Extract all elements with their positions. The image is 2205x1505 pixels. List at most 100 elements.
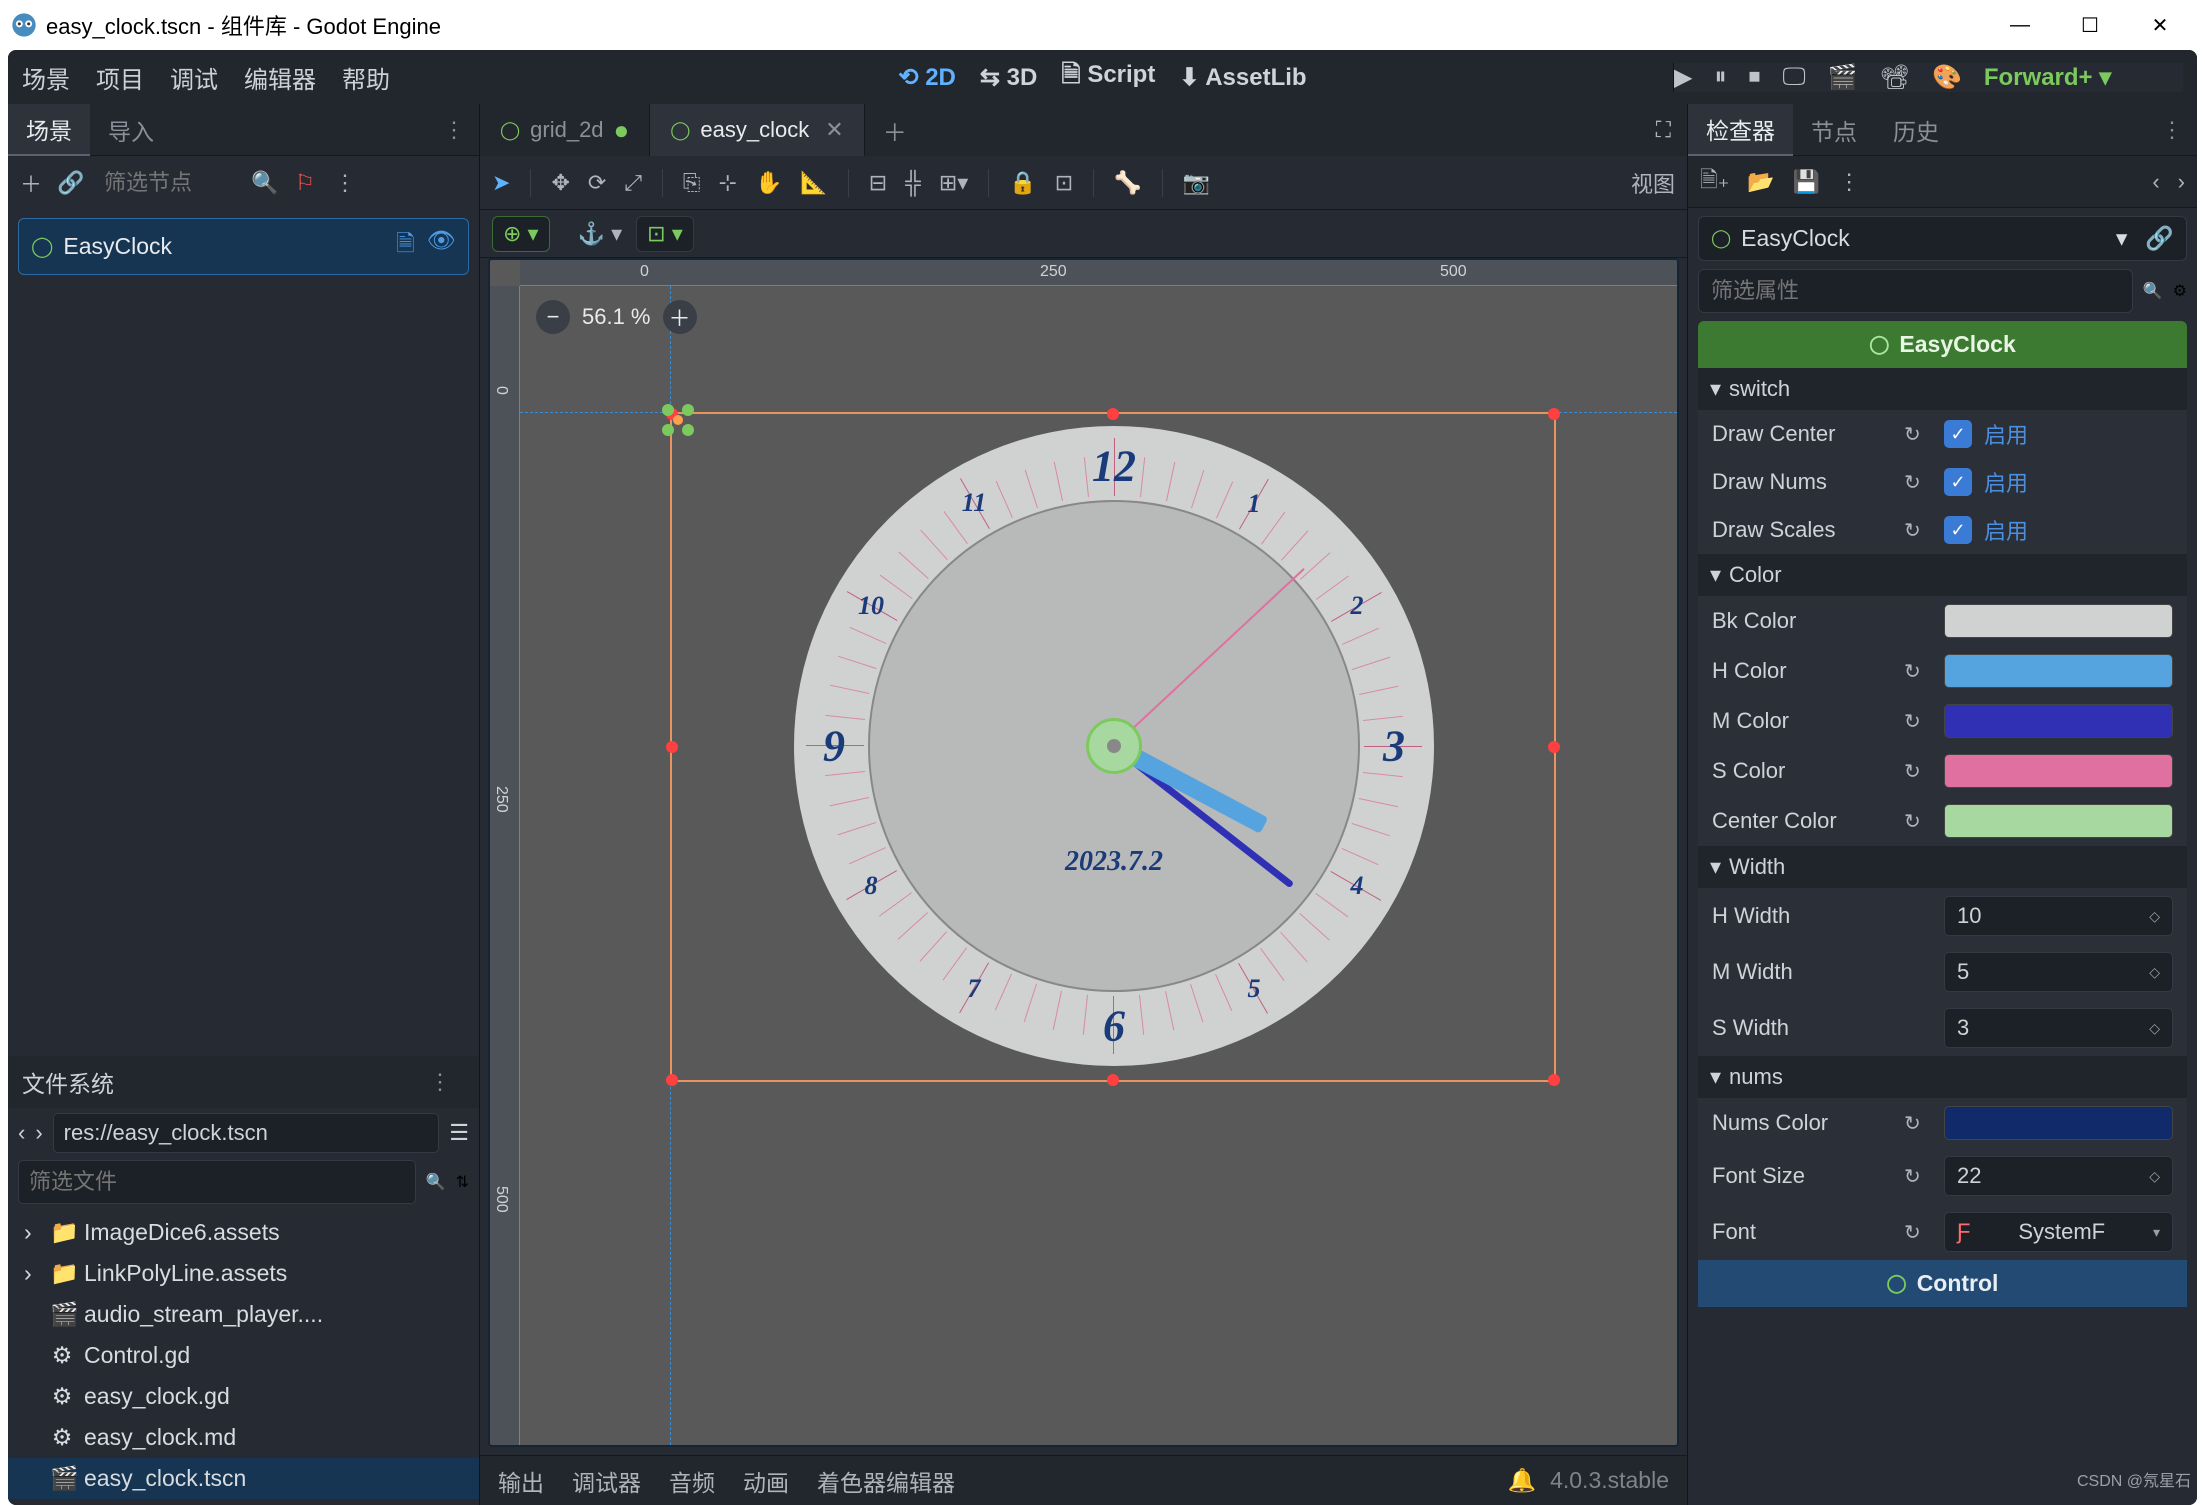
menu-debug[interactable]: 调试 (170, 60, 218, 95)
add-node-button[interactable]: ＋ (18, 170, 44, 196)
draw-nums-checkbox[interactable]: ✓ (1944, 468, 1972, 496)
filesystem-filter-input[interactable] (18, 1160, 416, 1204)
pivot-tool-icon[interactable]: ⊹ (719, 170, 737, 196)
debugger-panel-button[interactable]: 调试器 (572, 1464, 641, 1498)
snap-options-icon[interactable]: ⊟ (869, 170, 887, 196)
workspace-3d-button[interactable]: ⇆ 3D (980, 63, 1037, 92)
expand-viewport-button[interactable]: ⛶ (1640, 117, 1687, 143)
movie-icon[interactable]: 🎬 (1828, 63, 1858, 92)
scale-tool-icon[interactable]: ⤢ (624, 170, 642, 196)
fs-item[interactable]: 🎬audio_stream_player.... (8, 1294, 479, 1335)
reset-icon[interactable]: ↻ (1904, 709, 1932, 734)
inspector-menu-icon[interactable]: ⋮ (1838, 169, 1860, 195)
fs-item[interactable]: ⚙easy_clock.md (8, 1417, 479, 1458)
history-forward-icon[interactable]: › (2178, 169, 2185, 195)
visibility-icon[interactable]: 👁 (427, 227, 456, 266)
nums-color-swatch[interactable] (1944, 1106, 2173, 1140)
draw-scales-checkbox[interactable]: ✓ (1944, 516, 1972, 544)
zoom-level-label[interactable]: 56.1 % (582, 304, 651, 330)
view-menu[interactable]: 视图 (1631, 167, 1675, 199)
add-control-dropdown[interactable]: ⊕ ▾ (492, 216, 550, 252)
audio-panel-button[interactable]: 音频 (669, 1464, 715, 1498)
clapper-icon[interactable]: 📽 (1880, 63, 1910, 92)
menu-scene[interactable]: 场景 (22, 60, 70, 95)
new-resource-icon[interactable]: 🗎₊ (1700, 163, 1729, 201)
ruler-tool-icon[interactable]: 📐 (800, 170, 827, 196)
m-width-input[interactable]: 5◇ (1944, 952, 2173, 992)
notification-bell-icon[interactable]: 🔔 (1507, 1467, 1536, 1493)
reset-icon[interactable]: ↻ (1904, 1111, 1932, 1136)
history-back-icon[interactable]: ‹ (2152, 169, 2159, 195)
output-panel-button[interactable]: 输出 (498, 1464, 544, 1498)
font-dropdown[interactable]: Ƒ SystemF▾ (1944, 1212, 2173, 1252)
grid-snap-icon[interactable]: ╬ (905, 170, 921, 196)
resource-path-field[interactable]: res://easy_clock.tscn (53, 1113, 440, 1153)
reset-icon[interactable]: ↻ (1904, 470, 1932, 495)
category-width[interactable]: ▾ Width (1698, 846, 2187, 888)
category-nums[interactable]: ▾ nums (1698, 1056, 2187, 1098)
reset-icon[interactable]: ↻ (1904, 422, 1932, 447)
move-tool-icon[interactable]: ✥ (551, 170, 569, 196)
category-color[interactable]: ▾ Color (1698, 554, 2187, 596)
renderer-dropdown[interactable]: Forward+ ▾ (1984, 63, 2111, 92)
reset-icon[interactable]: ↻ (1904, 659, 1932, 684)
scene-tab[interactable]: 场景 (8, 104, 90, 156)
font-size-input[interactable]: 22◇ (1944, 1156, 2173, 1196)
reset-icon[interactable]: ↻ (1904, 759, 1932, 784)
center-color-swatch[interactable] (1944, 804, 2173, 838)
inspector-search-icon[interactable]: 🔍 (2143, 281, 2163, 301)
pause-button[interactable]: ⏸ (1714, 63, 1726, 91)
inspector-class-header[interactable]: ◯EasyClock (1698, 321, 2187, 368)
reset-icon[interactable]: ↻ (1904, 809, 1932, 834)
inspector-tab[interactable]: 检查器 (1688, 104, 1793, 156)
window-minimize-button[interactable]: — (1985, 0, 2055, 50)
doc-link-icon[interactable]: 🔗 (2145, 225, 2174, 252)
load-resource-icon[interactable]: 📂 (1747, 169, 1774, 195)
2d-viewport[interactable]: 0250500750 0250500 − 56.1 % ＋ 3691212457… (488, 258, 1679, 1447)
window-close-button[interactable]: ✕ (2125, 0, 2195, 50)
path-back-button[interactable]: ‹ (18, 1120, 25, 1146)
inspector-settings-icon[interactable]: ⚙ (2173, 281, 2187, 301)
group-icon[interactable]: ⊡ (1055, 170, 1073, 196)
play-button[interactable]: ▶ (1674, 63, 1692, 92)
scene-filter-input[interactable] (98, 166, 238, 200)
instance-scene-button[interactable]: 🔗 (58, 170, 84, 196)
fs-item[interactable]: ⚙Control.gd (8, 1335, 479, 1376)
import-tab[interactable]: 导入 (90, 104, 172, 156)
stop-button[interactable]: ⏹ (1748, 63, 1760, 91)
script-tree-icon[interactable]: ⚐ (292, 170, 318, 196)
s-width-input[interactable]: 3◇ (1944, 1008, 2173, 1048)
new-tab-button[interactable]: ＋ (865, 113, 925, 148)
menu-project[interactable]: 项目 (96, 60, 144, 95)
bone-icon[interactable]: 🦴 (1114, 170, 1141, 196)
inspector-control-header[interactable]: ◯Control (1698, 1260, 2187, 1307)
h-width-input[interactable]: 10◇ (1944, 896, 2173, 936)
run-remote-icon[interactable]: 🖵 (1782, 63, 1805, 91)
filesystem-search-icon[interactable]: 🔍 (426, 1172, 446, 1192)
zoom-in-button[interactable]: ＋ (663, 300, 697, 334)
scene-tree-menu[interactable]: ⋮ (332, 170, 358, 196)
path-forward-button[interactable]: › (35, 1120, 42, 1146)
script-attached-icon[interactable]: 🗎 (396, 227, 415, 266)
scene-dock-menu[interactable]: ⋮ (429, 117, 479, 143)
inspector-filter-input[interactable] (1698, 269, 2133, 313)
pan-tool-icon[interactable]: ✋ (755, 170, 782, 196)
workspace-script-button[interactable]: 🗎 Script (1061, 57, 1155, 98)
s-color-swatch[interactable] (1944, 754, 2173, 788)
bk-color-swatch[interactable] (1944, 604, 2173, 638)
fs-item[interactable]: 🎬easy_clock.tscn (8, 1458, 479, 1499)
h-color-swatch[interactable] (1944, 654, 2173, 688)
window-maximize-button[interactable]: ☐ (2055, 0, 2125, 50)
draw-center-checkbox[interactable]: ✓ (1944, 420, 1972, 448)
animation-panel-button[interactable]: 动画 (743, 1464, 789, 1498)
save-resource-icon[interactable]: 💾 (1793, 169, 1820, 195)
smart-snap-icon[interactable]: ⊞▾ (939, 170, 968, 196)
node-tab[interactable]: 节点 (1793, 104, 1875, 156)
lock-icon[interactable]: 🔒 (1009, 170, 1036, 196)
anchor-gizmo-icon[interactable] (658, 400, 698, 445)
workspace-assetlib-button[interactable]: ⬇ AssetLib (1179, 63, 1306, 92)
category-switch[interactable]: ▾ switch (1698, 368, 2187, 410)
inspector-object-select[interactable]: ◯ EasyClock ▾ 🔗 (1698, 216, 2187, 261)
reset-icon[interactable]: ↻ (1904, 1220, 1932, 1245)
fs-item[interactable]: ›📁ImageDice6.assets (8, 1212, 479, 1253)
